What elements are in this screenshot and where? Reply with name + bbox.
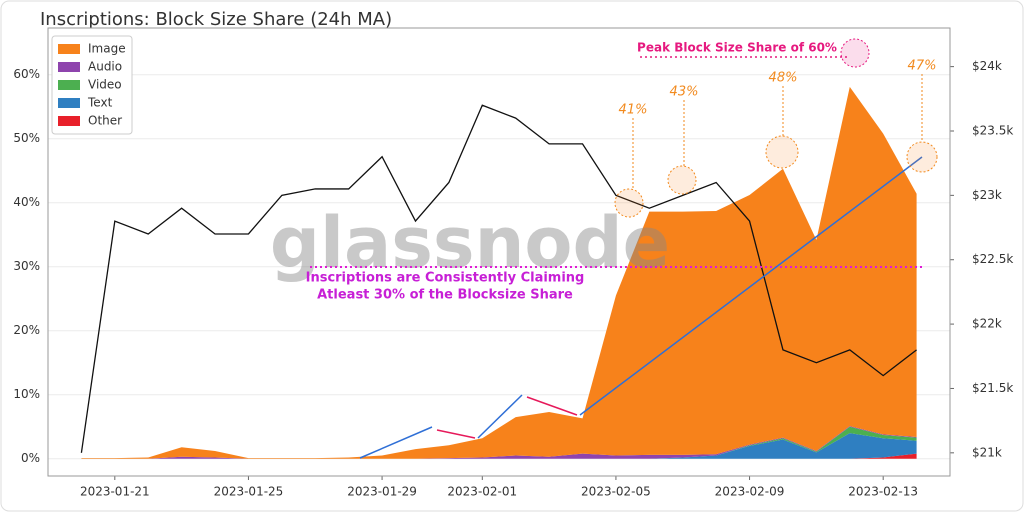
area (81, 433, 917, 459)
x-tick-label: 2023-01-21 (80, 485, 150, 499)
arrow (436, 429, 476, 439)
area (81, 86, 917, 459)
y2-tick-label: $24k (972, 59, 1002, 73)
annotation: Peak Block Size Share of 60% (637, 41, 837, 55)
chart-title: Inscriptions: Block Size Share (24h MA) (40, 9, 392, 30)
y-tick-label: 20% (13, 323, 40, 337)
annotation: 43% (670, 85, 699, 100)
y-tick-label: 40% (13, 195, 40, 209)
y-tick-label: 0% (21, 451, 40, 465)
arrow (526, 396, 578, 416)
legend-label: Text (87, 96, 113, 110)
annotation: 41% (619, 103, 648, 118)
highlight (667, 165, 697, 195)
highlight (906, 141, 938, 173)
x-tick-label: 2023-02-09 (715, 485, 785, 499)
price-line (80, 104, 917, 453)
y-tick-label: 30% (13, 259, 40, 273)
y2-tick-label: $23.5k (972, 123, 1013, 137)
legend-box (51, 35, 133, 135)
x-tick-label: 2023-01-29 (347, 485, 417, 499)
x-tick-label: 2023-02-01 (447, 485, 517, 499)
annotation: 47% (908, 59, 937, 74)
legend-swatch (58, 116, 80, 126)
legend-swatch (58, 44, 80, 54)
y2-tick-label: $22k (972, 317, 1002, 331)
y2-tick-label: $21k (972, 445, 1002, 459)
highlight (765, 135, 799, 169)
watermark: glassnode (270, 202, 670, 284)
legend-swatch (58, 98, 80, 108)
x-tick-label: 2023-02-13 (848, 485, 918, 499)
y-tick-label: 60% (13, 67, 40, 81)
x-tick-label: 2023-01-25 (214, 485, 284, 499)
annotation: Inscriptions are Consistently Claiming (306, 271, 585, 286)
annotation: Atleast 30% of the Blocksize Share (317, 288, 573, 303)
y2-tick-label: $22.5k (972, 252, 1013, 266)
y2-tick-label: $21.5k (972, 381, 1013, 395)
annotations: Peak Block Size Share of 60% Inscription… (306, 38, 938, 459)
highlight (840, 38, 870, 68)
legend-label: Video (88, 78, 122, 92)
annotation: 48% (769, 71, 798, 86)
legend-swatch (58, 80, 80, 90)
x-tick-label: 2023-02-05 (581, 485, 651, 499)
y-tick-label: 50% (13, 131, 40, 145)
y2-tick-label: $23k (972, 188, 1002, 202)
legend-label: Image (88, 42, 126, 56)
legend-label: Other (88, 114, 122, 128)
highlight (614, 188, 644, 218)
legend-swatch (58, 62, 80, 72)
arrow (359, 426, 433, 459)
legend-label: Audio (88, 60, 122, 74)
arrow (579, 156, 923, 416)
plot-frame (47, 27, 951, 477)
arrow (477, 394, 523, 439)
y-tick-label: 10% (13, 387, 40, 401)
